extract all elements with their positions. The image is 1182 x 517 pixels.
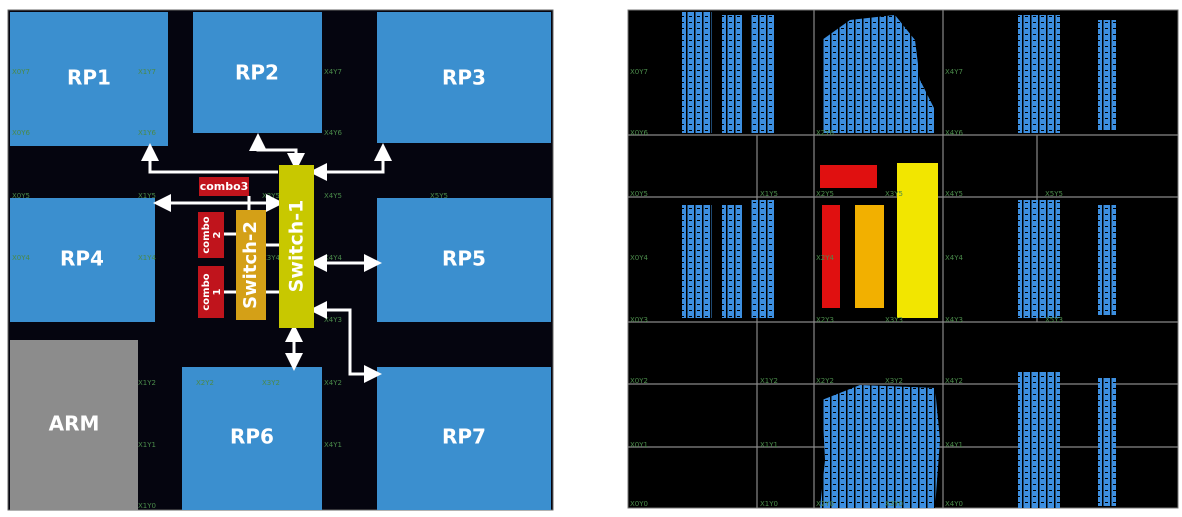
grid-label: X3Y0 <box>885 500 903 508</box>
grid-label: X4Y0 <box>945 500 963 508</box>
arrow <box>309 301 382 383</box>
region-label: RP2 <box>235 61 279 85</box>
grid-label: X3Y5 <box>262 192 280 200</box>
region-label: RP1 <box>67 66 111 90</box>
grid-label: X2Y2 <box>196 379 214 387</box>
grid-label: X0Y3 <box>630 316 648 324</box>
region <box>377 12 551 143</box>
grid-label: X4Y2 <box>945 377 963 385</box>
grid-label: X1Y7 <box>138 68 156 76</box>
combo-label: combo <box>201 273 212 310</box>
grid-label: X0Y5 <box>12 192 30 200</box>
grid-label: X4Y6 <box>945 129 964 137</box>
grid-label: X0Y6 <box>12 129 31 137</box>
left-panel: X0Y7 X1Y7 X4Y7 X0Y6 X1Y6 X4Y6 X0Y5 X1Y5 X3Y5 X4Y5… <box>7 9 554 511</box>
region <box>377 367 551 510</box>
grid-label: X0Y5 <box>630 190 648 198</box>
switch-1 <box>279 165 314 328</box>
switch-label: Switch-1 <box>286 200 308 293</box>
grid-label: X4Y1 <box>945 441 963 449</box>
grid-label: X4Y3 <box>945 316 963 324</box>
region <box>10 12 168 146</box>
grid-label: X5Y5 <box>1045 190 1063 198</box>
combo-label: combo <box>201 216 212 253</box>
grid-label: X1Y5 <box>138 192 156 200</box>
placement-switch-1 <box>897 163 938 318</box>
switch-label: Switch-2 <box>240 221 261 309</box>
grid-label: X0Y1 <box>630 441 648 449</box>
grid-label: X1Y2 <box>760 377 778 385</box>
grid-label: X3Y2 <box>885 377 903 385</box>
combo-block <box>198 212 224 258</box>
grid-label: X1Y2 <box>138 379 156 387</box>
region-label: RP7 <box>442 425 486 449</box>
grid-label: X4Y5 <box>945 190 963 198</box>
region <box>182 367 322 510</box>
combo-label: combo3 <box>200 180 249 193</box>
grid-label: X2Y4 <box>816 254 835 262</box>
grid-label: X3Y2 <box>262 379 280 387</box>
arrow <box>141 143 278 174</box>
combo-block <box>198 266 224 318</box>
grid-label: X1Y0 <box>138 502 156 510</box>
grid-label: X4Y5 <box>324 192 342 200</box>
region <box>10 198 155 322</box>
right-panel: X0Y7 X4Y7 X0Y6 X2Y6 X4Y6 X0Y5 X1Y5 X2Y5 X3Y5 X4Y5… <box>627 9 1179 509</box>
grid-label: X3Y3 <box>885 316 903 324</box>
grid-label: X4Y1 <box>324 441 342 449</box>
region-label: RP3 <box>442 66 486 90</box>
grid-lines <box>628 10 1178 508</box>
region <box>377 198 551 322</box>
grid-label: X0Y4 <box>12 254 31 262</box>
grid-label: X0Y4 <box>630 254 649 262</box>
region <box>193 12 322 133</box>
grid-label: X4Y3 <box>324 316 342 324</box>
region-label: RP4 <box>60 247 104 271</box>
grid-label: X0Y0 <box>630 500 648 508</box>
placement-combo3 <box>820 165 877 188</box>
combo-label: 1 <box>212 288 223 295</box>
arm-region <box>10 340 138 510</box>
arrow <box>309 143 392 181</box>
combo-label: 2 <box>212 231 223 238</box>
grid-label: X4Y2 <box>324 379 342 387</box>
connector <box>224 196 279 294</box>
grid-label: X3Y4 <box>262 254 281 262</box>
grid-label: X2Y0 <box>816 500 834 508</box>
grid-label: X1Y1 <box>138 441 156 449</box>
grid-label: X1Y4 <box>138 254 157 262</box>
grid-label: X5Y5 <box>430 192 448 200</box>
placement <box>682 12 1116 508</box>
grid-label: X2Y6 <box>816 129 835 137</box>
arm-label: ARM <box>49 412 100 436</box>
grid-label: X4Y4 <box>945 254 964 262</box>
grid-label: X1Y0 <box>760 500 778 508</box>
grid-label: X4Y7 <box>324 68 342 76</box>
region-label: RP6 <box>230 425 274 449</box>
grid-label: X2Y5 <box>816 190 834 198</box>
grid-label: X1Y6 <box>138 129 157 137</box>
grid-label: X4Y4 <box>324 254 343 262</box>
grid-label: X0Y7 <box>12 68 30 76</box>
grid-label: X0Y6 <box>630 129 649 137</box>
grid-label: X2Y3 <box>816 316 834 324</box>
grid-label: X0Y2 <box>630 377 648 385</box>
placement-combo <box>822 205 840 308</box>
grid-label: X0Y7 <box>630 68 648 76</box>
grid-label: X4Y6 <box>324 129 343 137</box>
placement-switch-2 <box>855 205 884 308</box>
arrow <box>249 133 305 171</box>
grid-label: X4Y7 <box>945 68 963 76</box>
grid-label: X1Y5 <box>760 190 778 198</box>
switch-2 <box>236 210 266 320</box>
grid-label: X1Y1 <box>760 441 778 449</box>
grid-label: X3Y5 <box>885 190 903 198</box>
combo-block <box>199 177 249 196</box>
region-label: RP5 <box>442 247 486 271</box>
grid-label: X2Y2 <box>816 377 834 385</box>
grid-label: X5Y3 <box>1045 316 1063 324</box>
